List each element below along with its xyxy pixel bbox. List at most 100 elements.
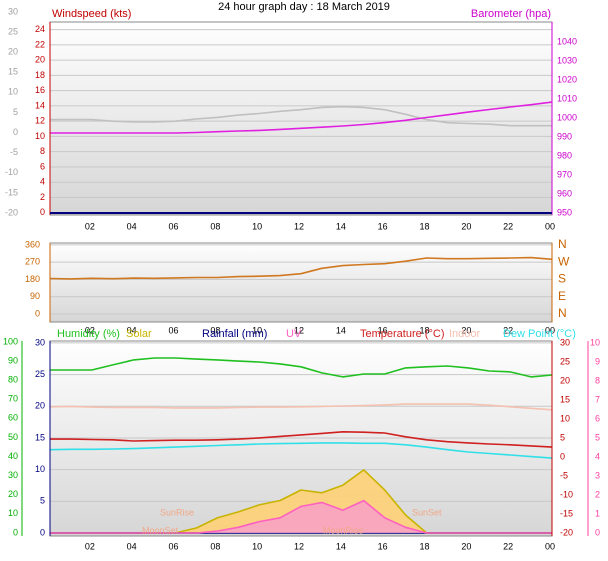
y-tick-label: 16 (35, 85, 45, 95)
y4-tick-label: 4 (595, 451, 600, 461)
series-line (49, 403, 553, 411)
y-tick-label: 90 (8, 355, 18, 365)
y3-tick-label: 5 (40, 496, 45, 506)
y-tick-label: 20 (8, 489, 18, 499)
x-tick-label: 00 (545, 221, 555, 231)
y3-tick-label: 0 (13, 127, 18, 137)
x-tick-label: 02 (85, 541, 95, 551)
x-tick-label: 04 (127, 221, 137, 231)
y3-tick-label: 30 (35, 337, 45, 347)
x-tick-label: 22 (503, 541, 513, 551)
x-tick-label: 16 (378, 221, 388, 231)
x-tick-label: 08 (210, 325, 220, 335)
y2-tick-label: 1000 (557, 112, 577, 122)
y3-tick-label: 15 (8, 67, 18, 77)
x-tick-label: 20 (461, 325, 471, 335)
x-tick-label: 12 (294, 221, 304, 231)
x-tick-label: 02 (85, 325, 95, 335)
x-tick-label: 08 (210, 541, 220, 551)
y3-tick-label: 25 (8, 26, 18, 36)
y3-tick-label: 15 (35, 432, 45, 442)
y3-tick-label: -5 (10, 147, 18, 157)
y4-tick-label: 5 (595, 432, 600, 442)
x-tick-label: 20 (461, 221, 471, 231)
y-tick-label: 0 (35, 308, 40, 318)
y-tick-label: 2 (40, 192, 45, 202)
y-tick-label: 22 (35, 39, 45, 49)
y-tick-label: 50 (8, 432, 18, 442)
legend-label: Solar (126, 328, 152, 340)
annotation: SunSet (412, 507, 442, 517)
y-tick-label: 12 (35, 116, 45, 126)
series-line (50, 431, 553, 448)
x-tick-label: 00 (545, 325, 555, 335)
y3-tick-label: 5 (13, 107, 18, 117)
y-tick-label: 60 (8, 413, 18, 423)
y2-tick-label: 1030 (557, 55, 577, 65)
y2-tick-label: 0 (560, 451, 565, 461)
y2-tick-label: 1040 (557, 36, 577, 46)
y4-tick-label: 9 (595, 356, 600, 366)
y-tick-label: 80 (8, 375, 18, 385)
y3-tick-label: 0 (40, 527, 45, 537)
y3-tick-label: -20 (5, 207, 18, 217)
series-line (49, 256, 553, 280)
y4-tick-label: 10 (590, 337, 600, 347)
y-tick-label: 8 (40, 146, 45, 156)
x-tick-label: 12 (294, 541, 304, 551)
x-tick-label: 10 (252, 541, 262, 551)
y2-tick-label: 950 (557, 207, 572, 217)
y-tick-label: 24 (35, 24, 45, 34)
y2-tick-label: N (558, 306, 567, 320)
x-tick-label: 14 (336, 325, 346, 335)
x-tick-label: 18 (419, 325, 429, 335)
y-tick-label: 10 (8, 508, 18, 518)
series-line (50, 357, 553, 378)
y4-tick-label: 8 (595, 375, 600, 385)
area-fill (50, 469, 552, 533)
y3-tick-label: 10 (8, 87, 18, 97)
y3-tick-label: 10 (35, 464, 45, 474)
y2-tick-label: N (558, 237, 567, 251)
y-tick-label: 100 (3, 336, 18, 346)
y-tick-label: 270 (25, 257, 40, 267)
legend-label: Indoor (449, 328, 481, 340)
y3-tick-label: -15 (5, 187, 18, 197)
y-tick-label: 20 (35, 55, 45, 65)
series-line (49, 442, 553, 459)
x-tick-label: 20 (461, 541, 471, 551)
x-tick-label: 04 (127, 325, 137, 335)
x-tick-label: 22 (503, 325, 513, 335)
y2-tick-label: 970 (557, 169, 572, 179)
y2-tick-label: 10 (560, 413, 570, 423)
y4-tick-label: 7 (595, 394, 600, 404)
chart-title: 24 hour graph day : 18 March 2019 (218, 1, 390, 13)
y4-tick-label: 1 (595, 508, 600, 518)
y-tick-label: 4 (40, 177, 45, 187)
plot-area (49, 242, 553, 323)
legend-label: Rainfall (mm) (202, 328, 267, 340)
y2-tick-label: 960 (557, 188, 572, 198)
y-tick-label: 40 (8, 451, 18, 461)
x-tick-label: 10 (252, 221, 262, 231)
y2-tick-label: S (558, 272, 566, 286)
y3-tick-label: 25 (35, 369, 45, 379)
x-tick-label: 00 (545, 541, 555, 551)
y-tick-label: 0 (40, 207, 45, 217)
y2-tick-label: -5 (560, 470, 568, 480)
y-tick-label: 70 (8, 394, 18, 404)
series-line (50, 101, 553, 134)
x-tick-label: 16 (378, 541, 388, 551)
x-tick-label: 04 (127, 541, 137, 551)
series-line (50, 499, 552, 534)
x-tick-label: 12 (294, 325, 304, 335)
y-tick-label: 10 (35, 131, 45, 141)
y2-tick-label: 1010 (557, 93, 577, 103)
series-line (50, 105, 552, 127)
legend-label: UV (286, 328, 302, 340)
y2-tick-label: 30 (560, 337, 570, 347)
y2-tick-label: E (558, 289, 566, 303)
y3-tick-label: 30 (8, 6, 18, 16)
x-tick-label: 06 (168, 541, 178, 551)
